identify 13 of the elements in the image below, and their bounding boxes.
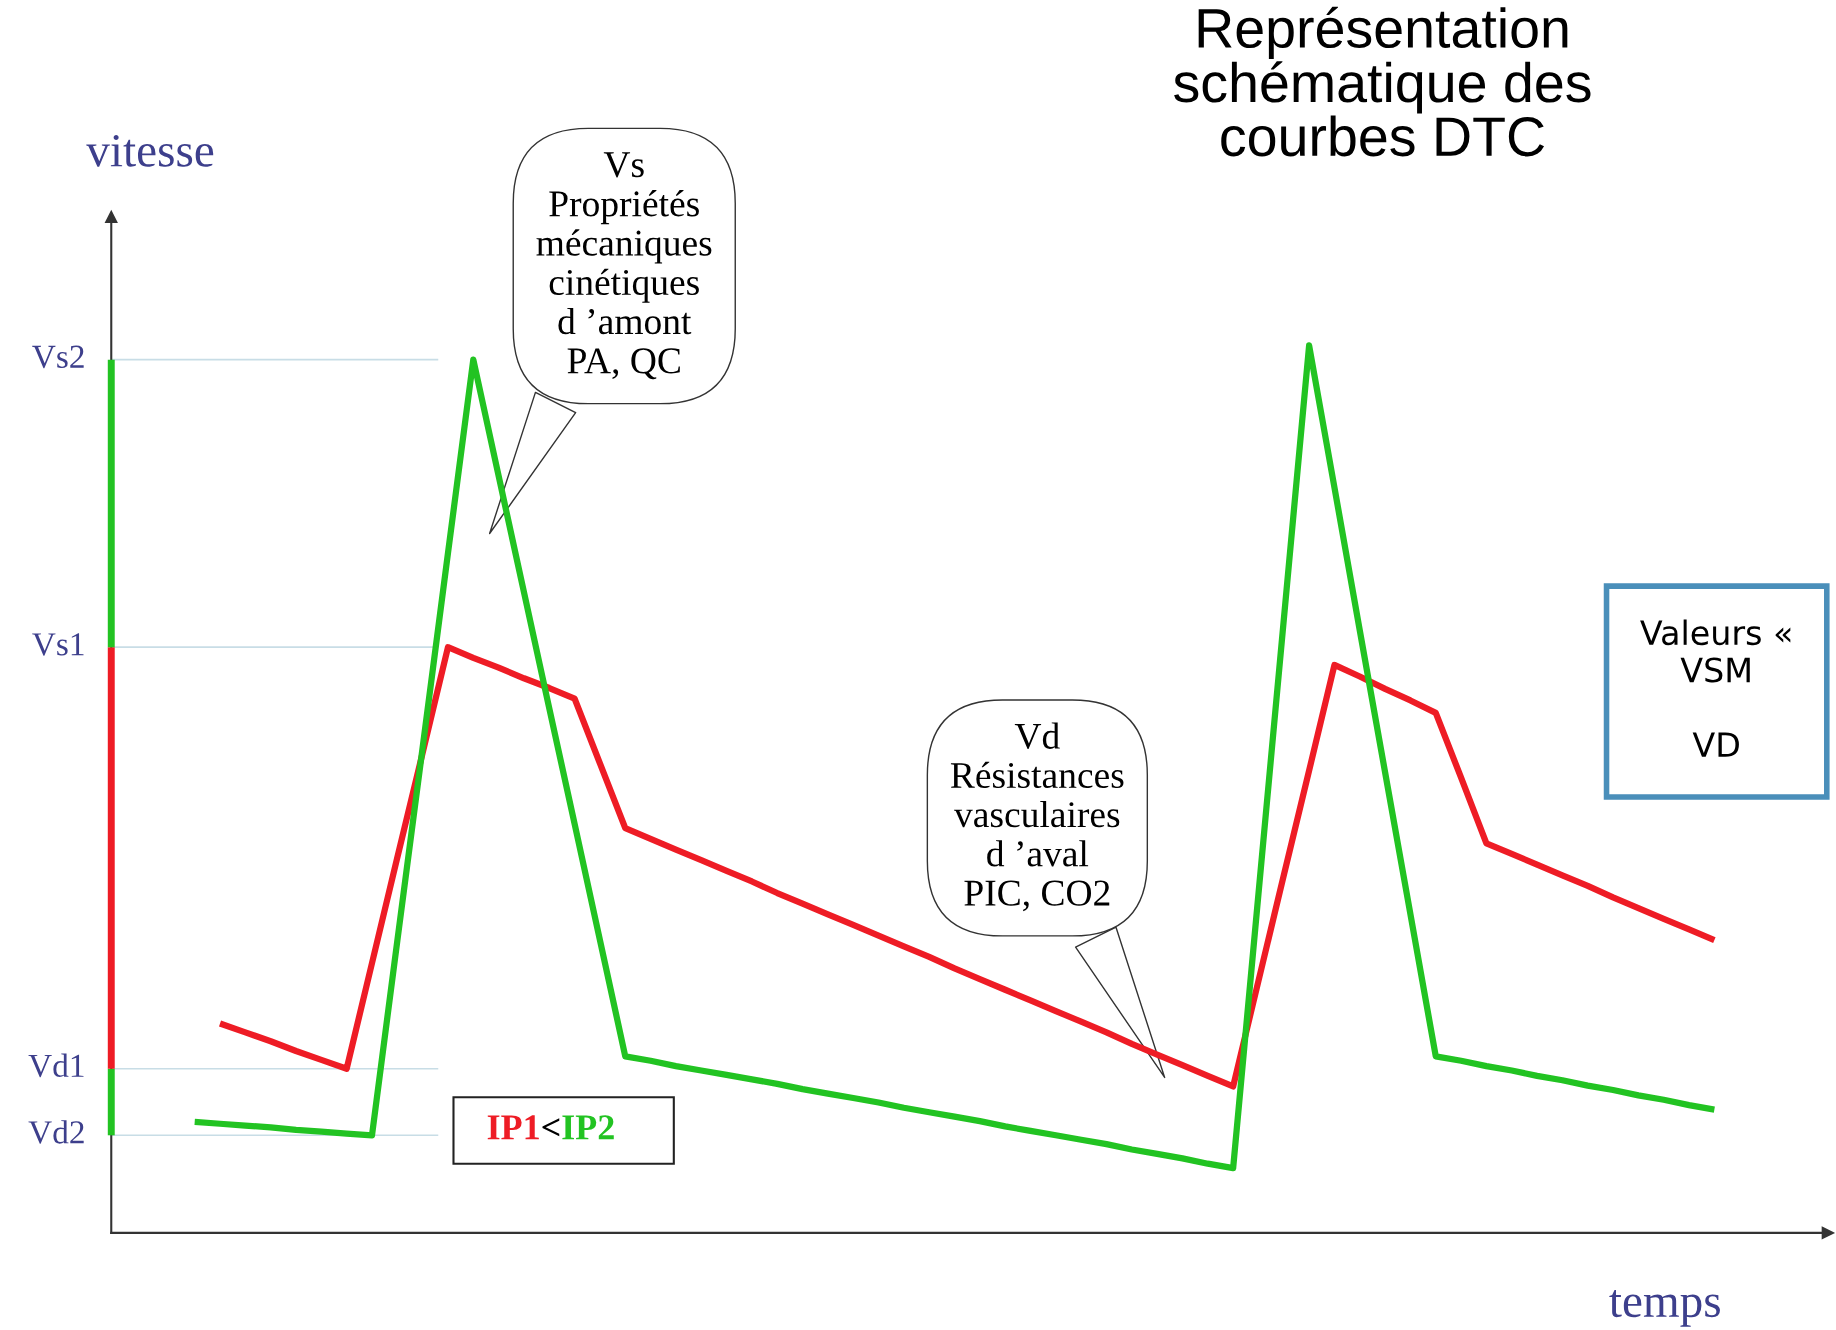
chart-title: Représentation schématique des courbes DTC [1174, 6, 1591, 157]
ref-line-label: Vd1 [28, 1053, 84, 1078]
text: IP1 [487, 1115, 539, 1140]
text: Valeurs « VSM VD [1640, 619, 1791, 757]
x-axis-title: temps [1609, 1290, 1720, 1327]
ref-line-label: Vs1 [32, 633, 84, 656]
ref-line-label: Vs2 [32, 345, 84, 369]
annotation: < [542, 1118, 560, 1137]
annotation: Vd Résistances vasculaires d ’aval PIC, CO2 [950, 722, 1124, 912]
y-axis-title: vitesse [86, 134, 214, 167]
series-label: IP2 [562, 1115, 614, 1140]
annotation: Vs Propriétés mécaniques cinétiques d ’amont PA, QC [536, 152, 712, 380]
ref-line-label: Vd2 [28, 1120, 84, 1144]
